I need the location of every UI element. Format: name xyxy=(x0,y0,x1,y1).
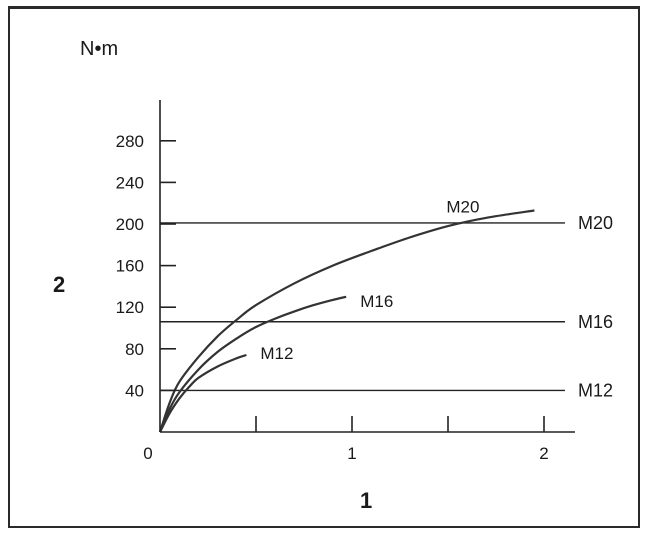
reference-label-m16: M16 xyxy=(578,312,613,332)
curve-label-m12: M12 xyxy=(260,344,293,363)
y-tick-label: 160 xyxy=(116,257,144,276)
reference-label-m20: M20 xyxy=(578,213,613,233)
y-tick-label: 120 xyxy=(116,298,144,317)
curve-m12 xyxy=(159,353,247,433)
y-unit-label: N•m xyxy=(80,38,118,60)
y-tick-label: 40 xyxy=(125,381,144,400)
chart-frame xyxy=(8,6,640,528)
y-tick-label: 280 xyxy=(116,132,144,151)
y-tick-label: 240 xyxy=(116,173,144,192)
reference-label-m12: M12 xyxy=(578,380,613,400)
x-tick-label: 2 xyxy=(539,444,548,463)
curve-label-m16: M16 xyxy=(360,292,393,311)
y-tick-label: 200 xyxy=(116,215,144,234)
y-tick-label: 80 xyxy=(125,340,144,359)
x-tick-label: 0 xyxy=(143,444,152,463)
curve-m16 xyxy=(158,295,347,433)
curve-m20 xyxy=(158,209,535,433)
x-axis-marker: 1 xyxy=(360,488,372,513)
curve-label-m20: M20 xyxy=(446,197,479,216)
y-axis-marker: 2 xyxy=(53,272,65,297)
x-tick-label: 1 xyxy=(347,444,356,463)
